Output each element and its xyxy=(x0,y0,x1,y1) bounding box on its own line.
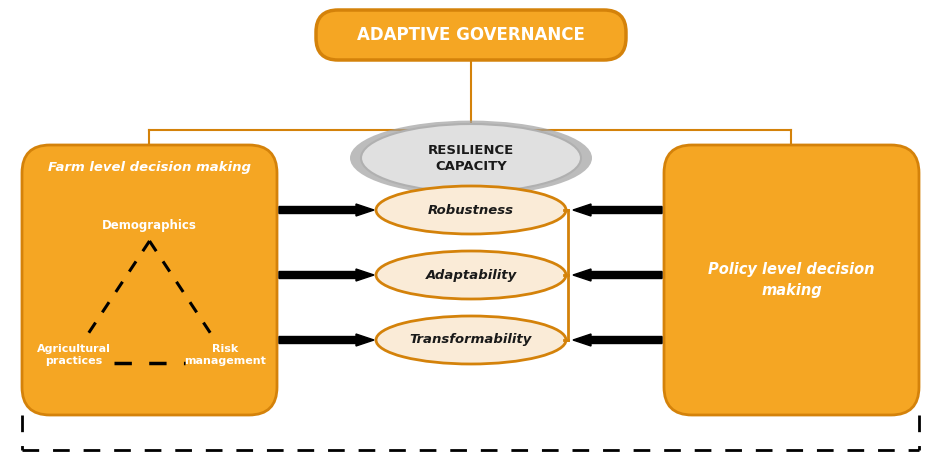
Ellipse shape xyxy=(361,124,581,192)
FancyBboxPatch shape xyxy=(22,145,277,415)
Text: Farm level decision making: Farm level decision making xyxy=(48,160,251,174)
Ellipse shape xyxy=(350,121,592,195)
FancyBboxPatch shape xyxy=(316,10,626,60)
Text: Robustness: Robustness xyxy=(428,203,514,217)
Ellipse shape xyxy=(405,138,537,178)
Ellipse shape xyxy=(364,125,579,191)
Ellipse shape xyxy=(433,146,509,170)
Text: ADAPTIVE GOVERNANCE: ADAPTIVE GOVERNANCE xyxy=(357,26,585,44)
Ellipse shape xyxy=(376,251,566,299)
Ellipse shape xyxy=(376,186,566,234)
Text: Risk
management: Risk management xyxy=(184,344,266,366)
Ellipse shape xyxy=(391,134,550,182)
Text: Adaptability: Adaptability xyxy=(425,268,517,281)
Ellipse shape xyxy=(446,150,496,166)
Text: Transformability: Transformability xyxy=(410,334,533,346)
FancyArrow shape xyxy=(279,204,374,216)
Ellipse shape xyxy=(377,129,565,187)
Ellipse shape xyxy=(419,142,523,174)
Text: Agricultural
practices: Agricultural practices xyxy=(37,344,111,366)
Text: Policy level decision
making: Policy level decision making xyxy=(709,262,875,298)
FancyArrow shape xyxy=(573,269,662,281)
Ellipse shape xyxy=(376,316,566,364)
FancyArrow shape xyxy=(573,204,662,216)
Text: Demographics: Demographics xyxy=(102,219,197,231)
FancyArrow shape xyxy=(573,334,662,346)
Text: RESILIENCE
CAPACITY: RESILIENCE CAPACITY xyxy=(428,144,514,172)
FancyArrow shape xyxy=(279,334,374,346)
FancyBboxPatch shape xyxy=(664,145,919,415)
FancyArrow shape xyxy=(279,269,374,281)
